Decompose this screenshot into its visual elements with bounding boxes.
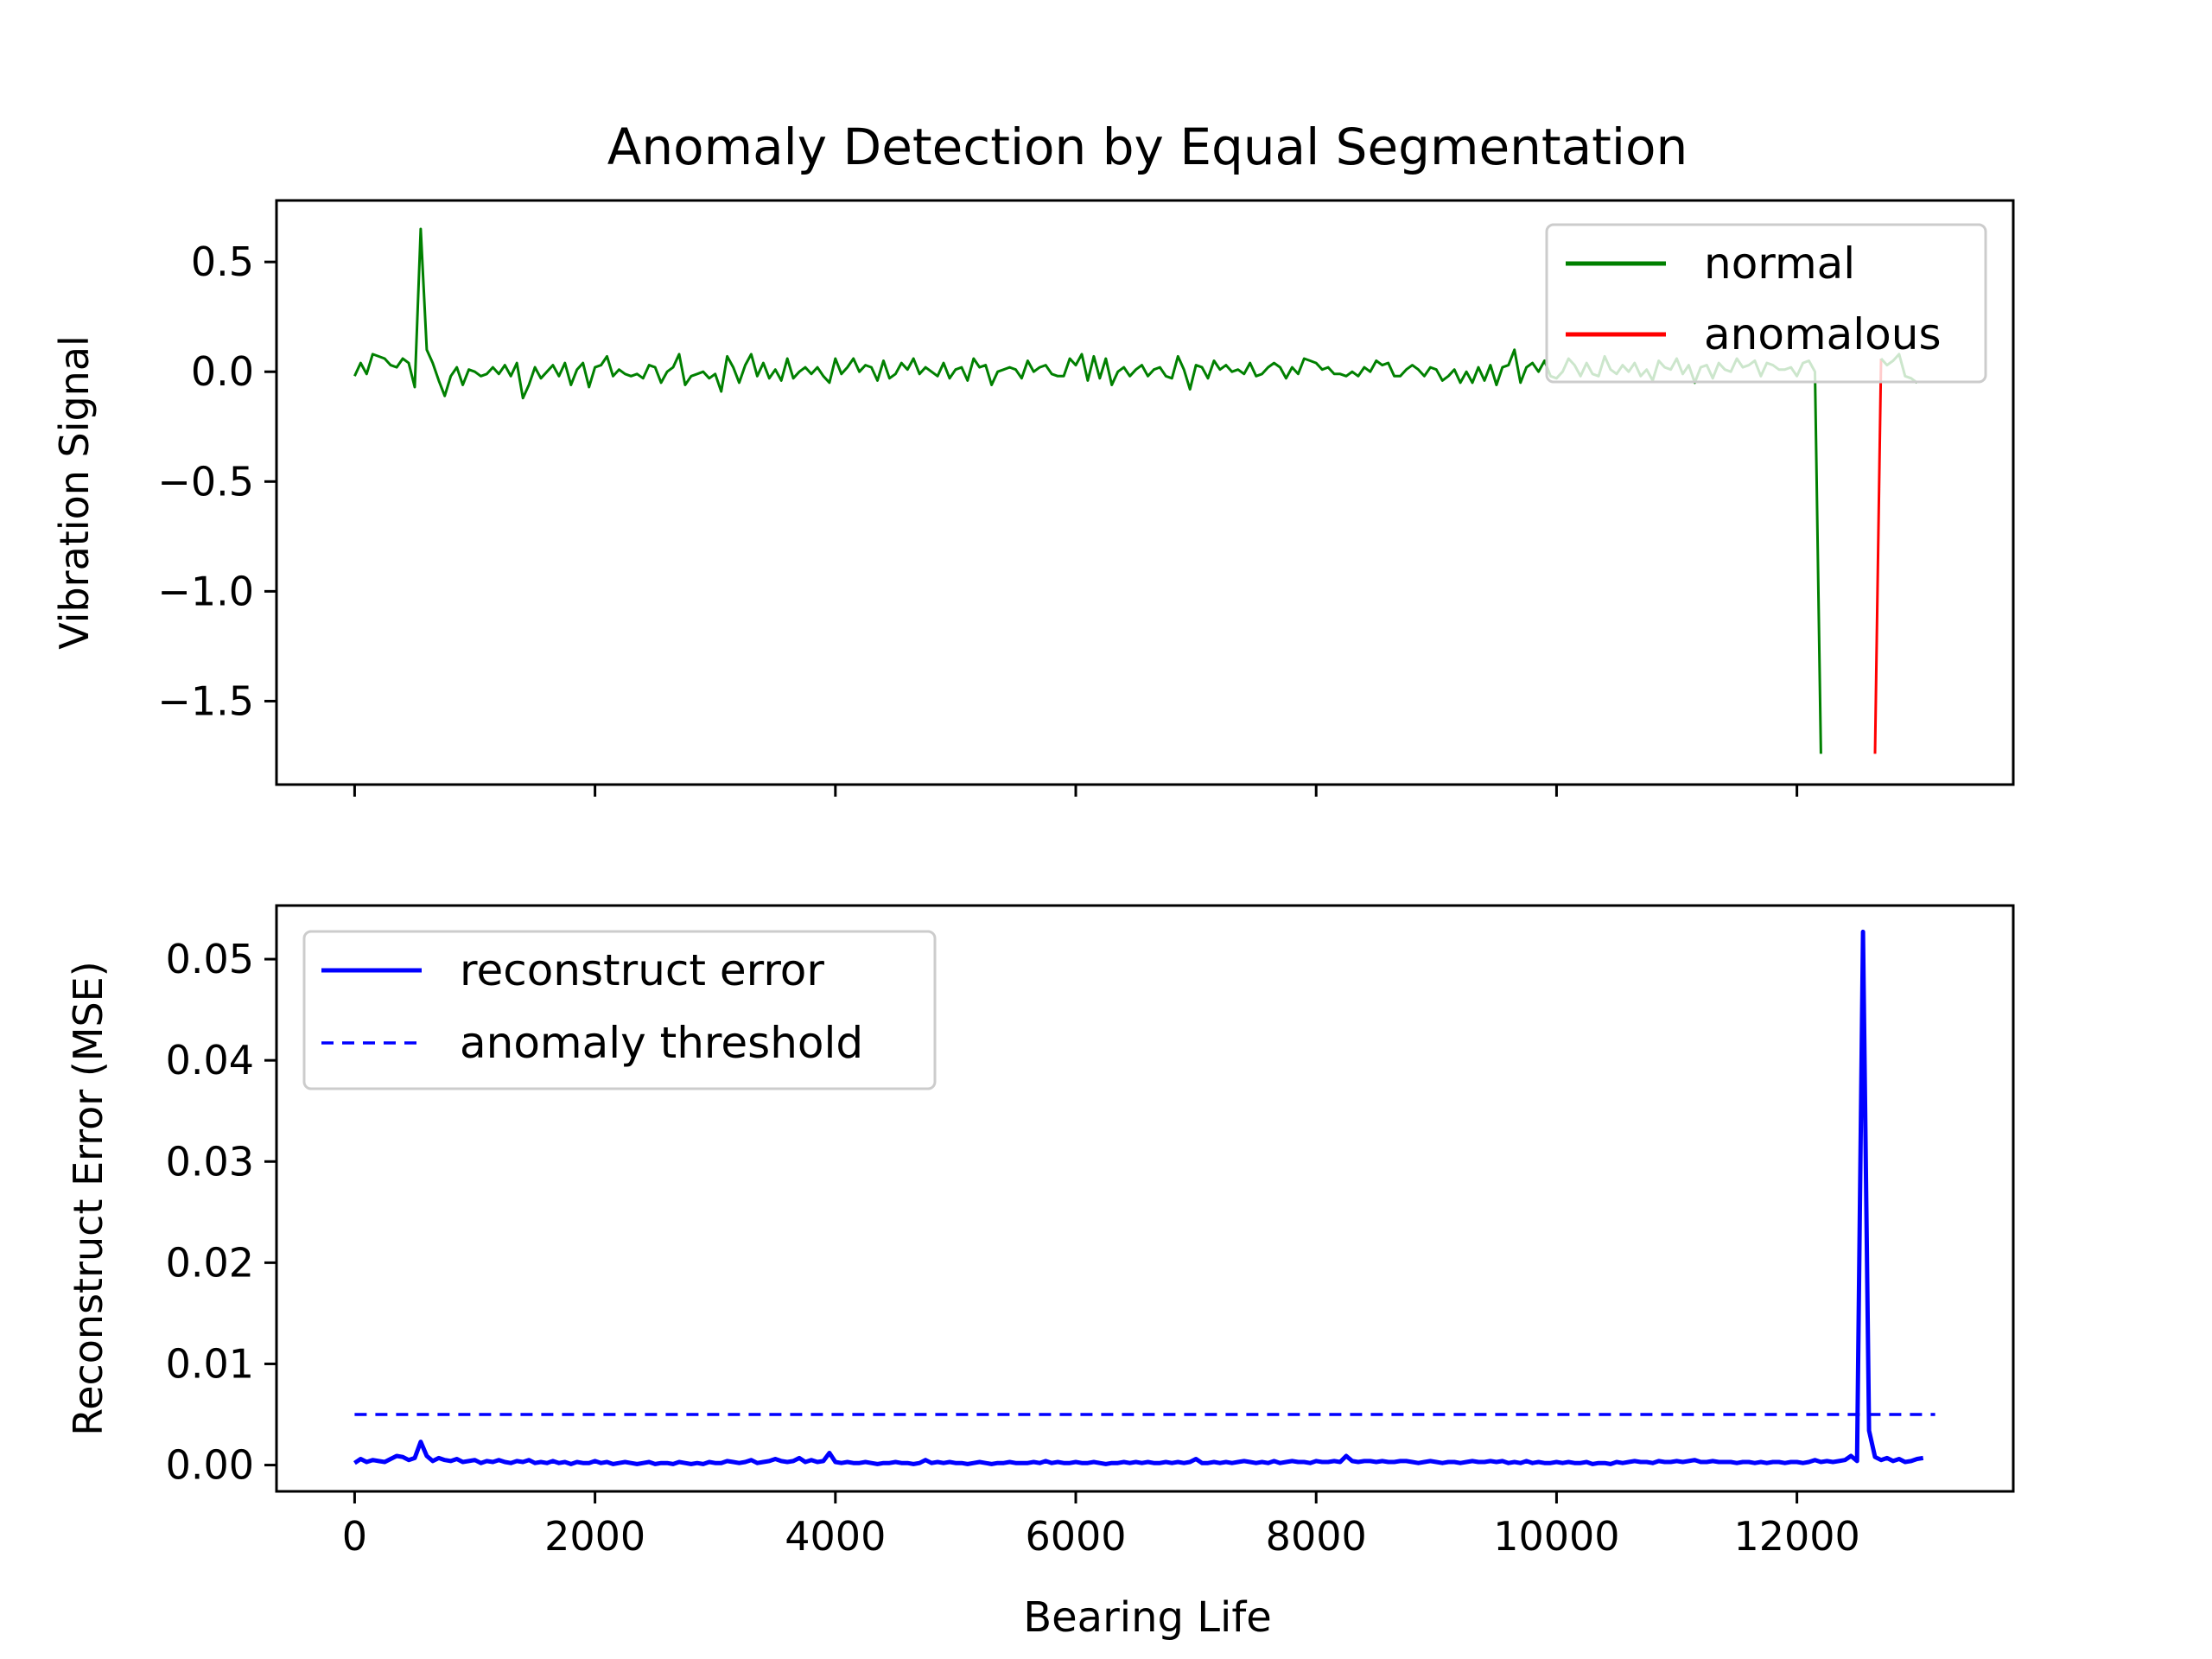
legend-reconstruct-error-label: reconstruct error	[460, 945, 824, 995]
error-y-tick-label-2: 0.02	[166, 1239, 254, 1286]
reconstruct-error-y-axis-label: Reconstruct Error (MSE)	[65, 961, 111, 1435]
vibration-y-tick-label-1: 0.0	[191, 348, 254, 395]
x-tick-label-4: 8000	[1266, 1513, 1367, 1560]
x-tick-label-1: 2000	[544, 1513, 645, 1560]
legend-normal-label: normal	[1704, 238, 1855, 289]
legend-anomaly-threshold-label: anomaly threshold	[460, 1018, 863, 1068]
vibration-y-tick-label-3: −1.0	[157, 568, 254, 614]
vibration-ticks: 0.5 0.0 −0.5 −1.0 −1.5	[157, 238, 1799, 797]
error-reconstruct-error-line-0	[353, 929, 1924, 1466]
x-tick-label-6: 12000	[1733, 1513, 1859, 1560]
vibration-anomalous-line-1	[1873, 358, 1883, 754]
vibration-axes-frame	[275, 199, 2015, 786]
error-y-tick-label-0: 0.00	[166, 1442, 254, 1489]
reconstruct-error-axes-frame	[275, 904, 2015, 1493]
reconstruct-error-legend: reconstruct error anomaly threshold	[302, 930, 937, 1090]
reconstruct-error-subplot: 0 2000 4000 6000 8000 10000 12000 0.00 0.01 0.02 0…	[65, 904, 2015, 1642]
vibration-y-tick-label-2: −0.5	[157, 458, 254, 505]
vibration-y-tick-label-0: 0.5	[191, 238, 254, 285]
x-tick-label-3: 6000	[1025, 1513, 1126, 1560]
vibration-legend: normal anomalous	[1545, 223, 1987, 384]
x-tick-label-5: 10000	[1493, 1513, 1619, 1560]
error-y-tick-label-3: 0.03	[166, 1138, 254, 1185]
error-y-tick-label-4: 0.04	[166, 1037, 254, 1084]
vibration-y-axis-label: Vibration Signal	[51, 335, 98, 650]
figure-title: Anomaly Detection by Equal Segmentation	[607, 118, 1688, 176]
x-tick-label-0: 0	[342, 1513, 367, 1560]
x-tick-label-2: 4000	[785, 1513, 886, 1560]
vibration-subplot: 0.5 0.0 −0.5 −1.0 −1.5 Vibration Signal norm…	[51, 199, 2015, 797]
error-y-tick-label-5: 0.05	[166, 936, 254, 982]
vibration-y-tick-label-4: −1.5	[157, 677, 254, 724]
error-y-tick-label-1: 0.01	[166, 1340, 254, 1387]
x-axis-label: Bearing Life	[1023, 1593, 1272, 1642]
reconstruct-error-legend-box	[302, 930, 937, 1090]
reconstruct-error-ticks: 0 2000 4000 6000 8000 10000 12000 0.00 0.01 0.02 0…	[166, 936, 1860, 1560]
legend-anomalous-label: anomalous	[1704, 309, 1942, 359]
reconstruct-error-series-group	[353, 929, 1936, 1466]
